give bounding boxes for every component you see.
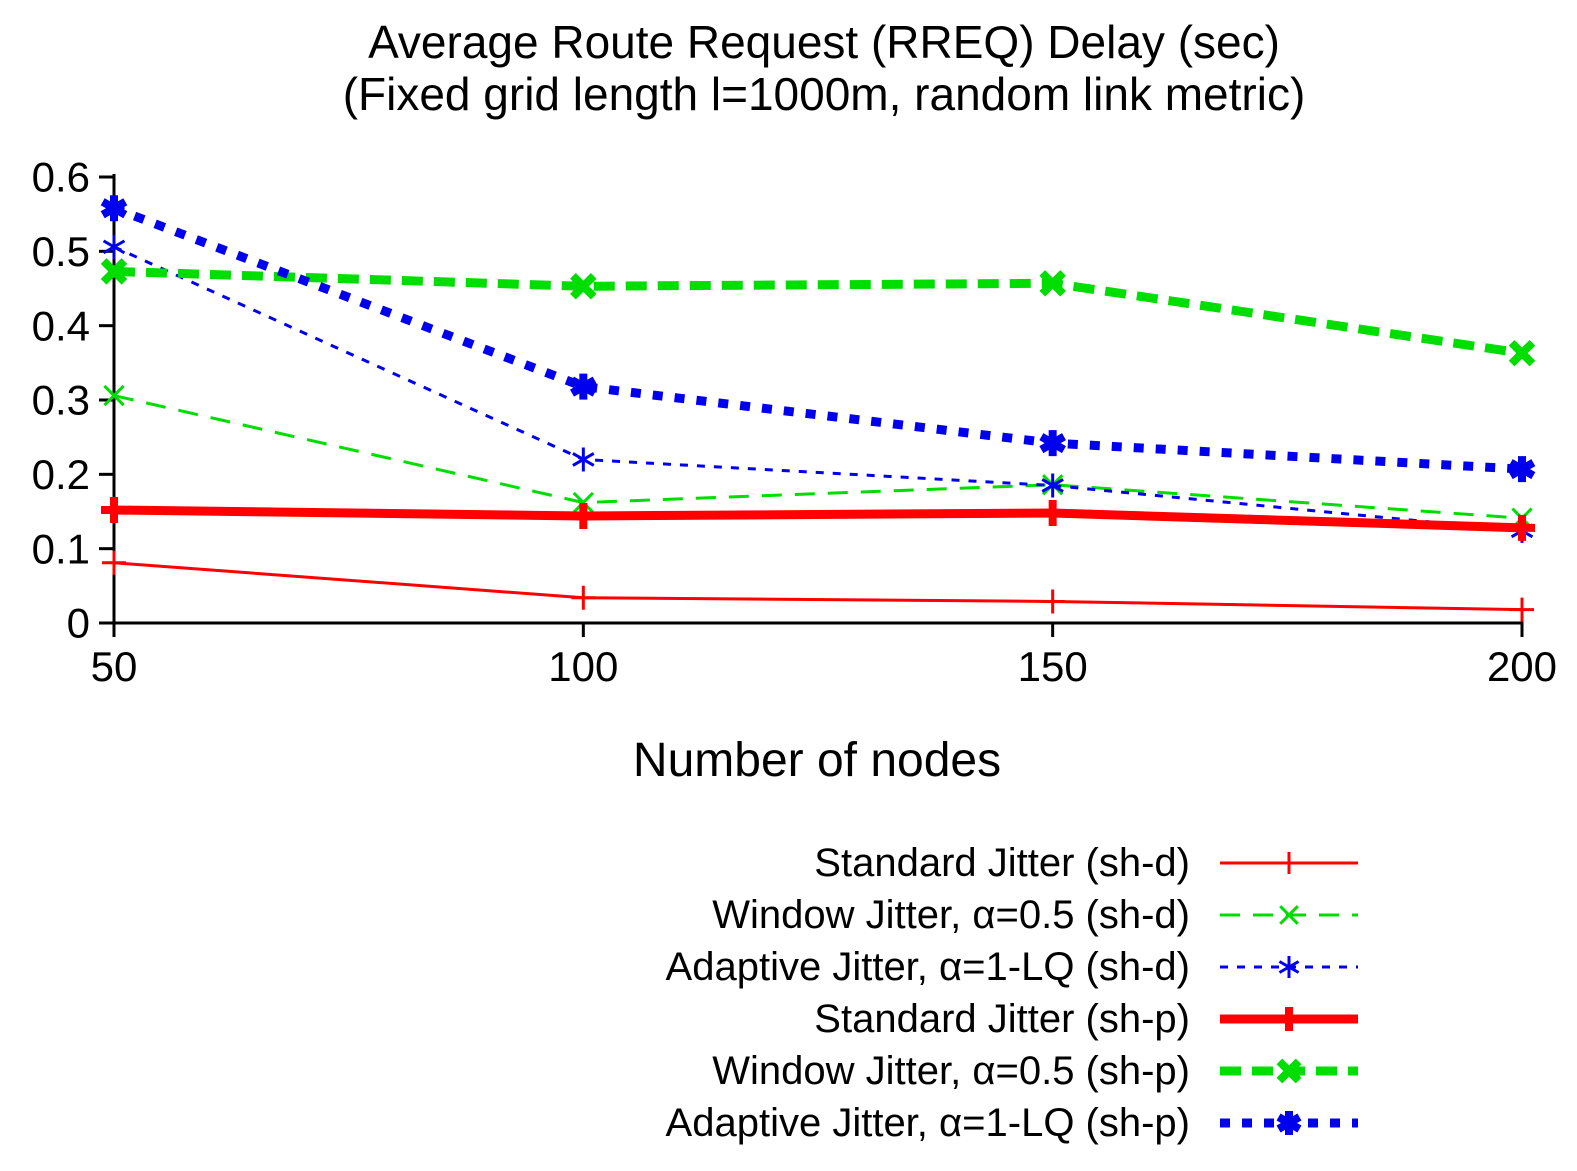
plus-marker (571, 585, 596, 610)
chart-title: Average Route Request (RREQ) Delay (sec)… (343, 16, 1306, 120)
legend-line-sample (1220, 1007, 1358, 1031)
plot-area: 0 0.1 0.2 0.3 0.4 0.5 0.6 50 100 150 200 (32, 154, 1557, 690)
asterisk-marker (1278, 956, 1300, 978)
plus-marker (1510, 597, 1534, 622)
legend-row: Window Jitter, α=0.5 (sh-d) (0, 889, 1360, 941)
y-tick-label: 0 (67, 600, 90, 647)
asterisk-marker (1508, 456, 1536, 483)
x-tick-label: 200 (1487, 643, 1557, 690)
cross-marker (1039, 270, 1066, 297)
legend-label: Standard Jitter (sh-d) (814, 840, 1190, 885)
legend-line-sample (1220, 852, 1358, 874)
cross-marker (1276, 1058, 1302, 1084)
y-tick-label: 0.1 (32, 525, 90, 572)
legend: Standard Jitter (sh-d) Window Jitter, α=0… (0, 837, 1360, 1149)
plus-marker (1040, 589, 1065, 614)
plus-marker (102, 550, 126, 575)
legend-row: Standard Jitter (sh-d) (0, 837, 1360, 889)
plus-marker (1039, 499, 1066, 526)
x-axis-label: Number of nodes (632, 734, 1002, 787)
legend-label: Window Jitter, α=0.5 (sh-d) (712, 892, 1190, 937)
cross-marker (570, 273, 597, 300)
cross-marker (100, 258, 128, 285)
y-tick-label: 0.3 (32, 377, 90, 424)
series-line (113, 245, 1523, 533)
x-tick-label: 100 (548, 643, 618, 690)
cross-marker (103, 384, 125, 407)
legend-row: Standard Jitter (sh-p) (0, 993, 1360, 1045)
cross-marker (572, 491, 594, 514)
series-line (113, 505, 1523, 533)
legend-row: Adaptive Jitter, α=1-LQ (sh-p) (0, 1097, 1360, 1149)
plus-marker (1509, 514, 1535, 541)
legend-line-sample (1220, 1058, 1358, 1084)
x-tick-label: 150 (1018, 643, 1088, 690)
y-tick-label: 0.5 (32, 228, 90, 275)
plus-marker (101, 497, 127, 524)
asterisk-marker (1041, 473, 1064, 498)
cross-marker (1508, 339, 1536, 367)
y-tick-label: 0.4 (32, 302, 90, 349)
legend-line-sample (1220, 1111, 1358, 1135)
series-line (113, 561, 1523, 612)
legend-row: Adaptive Jitter, α=1-LQ (sh-d) (0, 941, 1360, 993)
series-line (112, 204, 1523, 474)
chart-title-line1: Average Route Request (RREQ) Delay (sec) (368, 16, 1280, 68)
asterisk-marker (572, 447, 595, 472)
legend-label: Standard Jitter (sh-p) (814, 996, 1190, 1041)
legend-line-sample (1220, 905, 1358, 925)
legend-label: Adaptive Jitter, α=1-LQ (sh-p) (665, 1100, 1190, 1145)
axis-lines (112, 174, 1522, 625)
asterisk-marker (1276, 1111, 1302, 1135)
series-group (100, 195, 1536, 483)
series-line (113, 266, 1523, 358)
cross-marker (1279, 905, 1299, 925)
asterisk-marker (570, 373, 597, 400)
asterisk-marker (1039, 430, 1066, 457)
y-tick-label: 0.2 (32, 451, 90, 498)
plus-marker (1277, 1007, 1301, 1031)
series-group (102, 550, 1534, 622)
plus-marker (570, 502, 597, 529)
x-tick-label: 50 (91, 643, 138, 690)
series-group (101, 497, 1535, 541)
legend-row: Window Jitter, α=0.5 (sh-p) (0, 1045, 1360, 1097)
legend-label: Adaptive Jitter, α=1-LQ (sh-d) (665, 944, 1190, 989)
legend-label: Window Jitter, α=0.5 (sh-p) (712, 1048, 1190, 1093)
asterisk-marker (100, 195, 128, 222)
chart-title-line2: (Fixed grid length l=1000m, random link … (342, 68, 1306, 120)
legend-line-sample (1220, 956, 1358, 978)
series-line (113, 394, 1523, 520)
y-tick-label: 0.6 (32, 154, 90, 201)
plus-marker (1278, 852, 1300, 874)
asterisk-marker (102, 234, 126, 259)
series-group (100, 258, 1536, 367)
